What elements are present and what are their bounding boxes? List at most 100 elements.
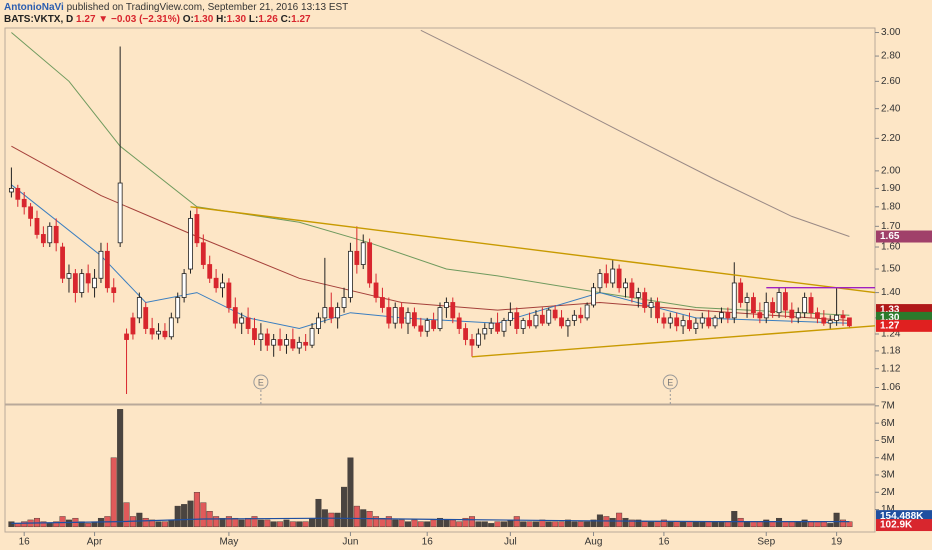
trendline [471,325,876,358]
volume-label: 154.488K [880,511,924,522]
volume-bar [814,521,821,528]
author: AntonioNaVi [4,2,64,13]
candle-body [437,307,443,329]
candle-body [264,333,270,346]
candle-body [482,328,488,335]
volume-bar [85,523,92,528]
y-tick-label: 2M [881,487,895,498]
candle-body [648,302,654,308]
volume-bar [373,516,380,528]
candle-body [47,225,53,244]
volume-bar [251,516,258,528]
candle-body [680,320,686,327]
volume-bar [782,521,789,528]
volume-bar [245,517,252,528]
ohlc-key: L: [249,14,258,25]
volume-bar [635,519,642,528]
volume-bar [200,502,207,528]
volume-bar [590,519,597,528]
volume-bar [40,521,47,528]
volume-bar [59,516,66,528]
candle-body [744,297,750,303]
volume-bar [53,521,60,528]
y-tick-label: 1M [881,504,895,515]
price-label: 1.33 [880,305,900,316]
candle-body [795,312,801,319]
volume-bar [437,517,444,528]
candle-body [316,317,321,329]
candle-body [699,317,705,324]
candle-body [565,320,571,327]
candle-body [571,314,577,321]
moving-average [420,29,850,237]
y-tick-label: 1.50 [881,264,901,275]
volume-bar [744,521,751,528]
volume-bar [680,521,687,528]
volume-bar [8,521,15,528]
candle-body [789,309,795,319]
candle-body [66,273,72,279]
volume-bar [699,521,706,528]
volume-bar [552,521,559,528]
volume-bar [507,519,514,528]
volume-bar [500,521,507,528]
x-tick-label: May [219,537,238,548]
candle-body [130,317,136,335]
event-label: E [258,377,264,387]
volume-bar [149,519,156,528]
candle-body [763,302,769,319]
candle-body [239,317,245,324]
y-tick-label: 4M [881,452,895,463]
candle-body [539,314,545,324]
volume-ma [11,517,850,524]
candle-body [72,273,78,293]
volume-bar [379,517,386,528]
volume-bar [763,519,770,528]
y-tick-label: 1.90 [881,183,901,194]
candle-body [488,322,494,329]
volume-bar [302,521,309,528]
volume-bar [347,457,354,528]
y-tick-label: 2.40 [881,103,901,114]
volume-bar [532,521,539,528]
candle-body [175,297,181,319]
volume-bar [520,521,527,528]
candle-body [661,317,667,324]
candle-body [149,328,155,335]
candle-body [360,242,366,265]
event-marker [662,374,678,390]
volume-bar [385,516,392,528]
volume-bar [456,521,463,528]
candle-body [815,312,820,319]
volume-pane [4,404,876,533]
volume-bar [731,511,738,528]
candle-body [309,328,315,346]
candle-body [277,339,283,346]
candle-body [354,250,360,265]
candle-body [751,297,756,314]
candle-body [245,317,251,329]
candle-body [156,330,161,335]
candle-body [162,330,168,338]
candle-body [584,304,590,319]
candle-body [834,314,840,321]
volume-bar [21,521,28,528]
candle-body [827,320,833,324]
volume-bar [193,492,200,528]
candle-body [8,187,14,193]
candle-body [232,307,238,324]
price-label: 1.65 [880,231,900,242]
y-tick-label: 2.80 [881,51,901,62]
volume-bar [481,521,488,528]
ohlc-value: 1.30 [227,14,247,25]
candle-body [757,312,763,319]
candle-body [60,246,65,279]
volume-bar [398,519,405,528]
volume-bar [545,521,552,528]
candle-body [783,292,788,311]
volume-bar [353,505,360,528]
x-tick-label: 16 [658,537,670,548]
x-tick-label: Jul [504,537,517,548]
candle-body [290,339,296,349]
